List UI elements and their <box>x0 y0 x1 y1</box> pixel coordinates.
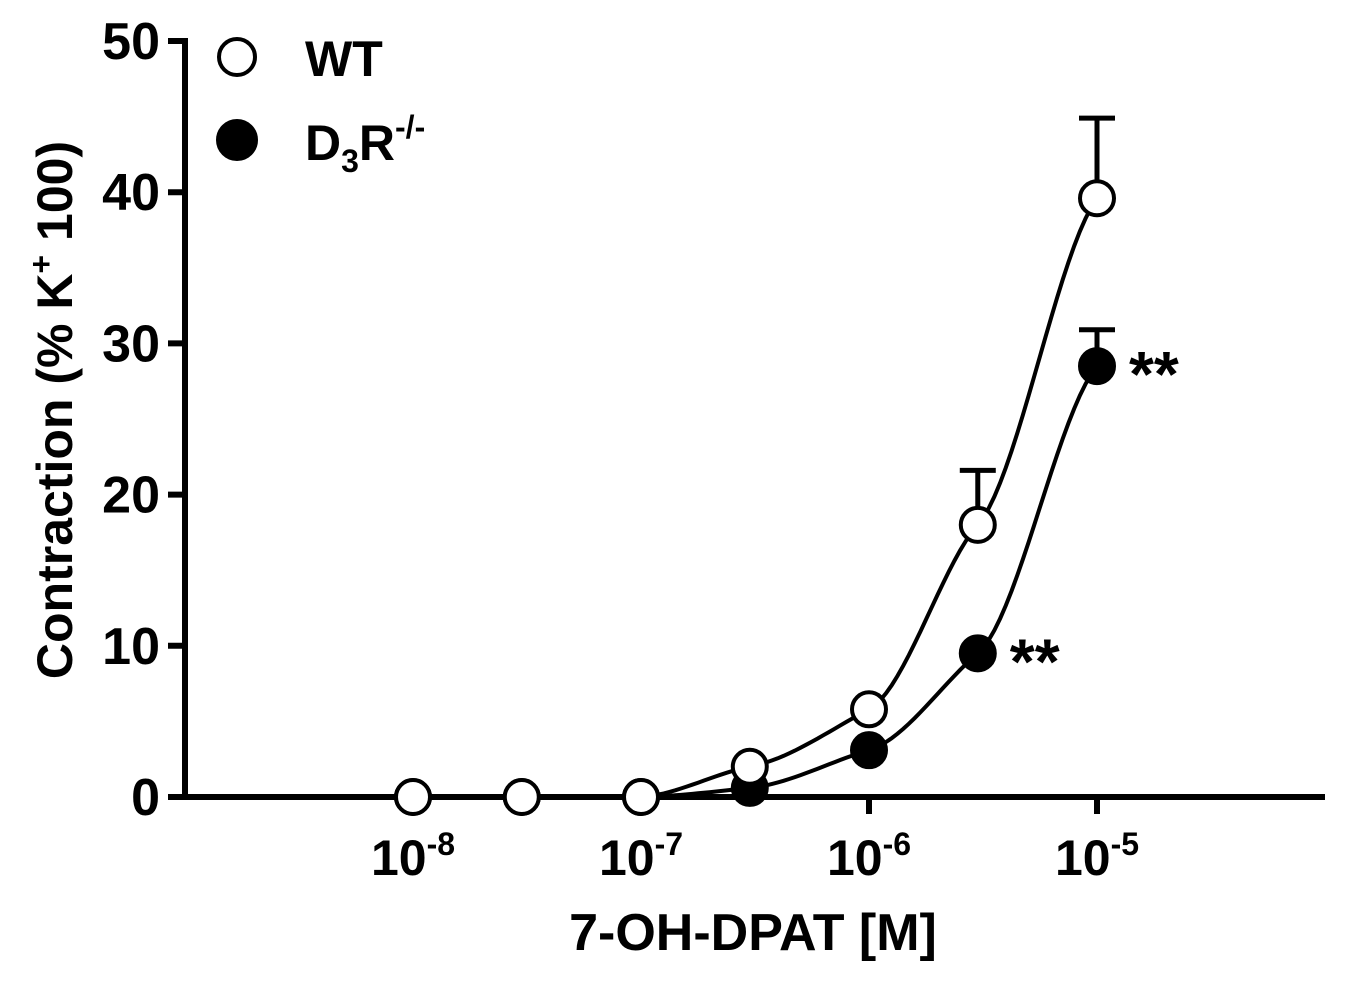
point-d3r-5 <box>958 634 997 673</box>
x-tick-label-0: 10-8 <box>371 826 455 886</box>
point-wt-3 <box>730 747 769 786</box>
point-wt-1 <box>502 778 541 816</box>
y-axis-title: Contraction (% K+ 100) <box>23 141 83 679</box>
x-tick-label-base-1: 10 <box>599 830 655 886</box>
x-tick-label-exp-1: -7 <box>655 826 683 862</box>
fit-curve-1 <box>413 364 1099 799</box>
point-wt-4 <box>850 690 888 729</box>
error-bars <box>959 115 1115 525</box>
x-tick-label-base-3: 10 <box>1055 830 1111 886</box>
legend-label-d3r-mid: R <box>359 115 395 171</box>
y-axis-title-suffix: 100) <box>27 141 83 255</box>
x-tick-label-exp-0: -8 <box>427 826 455 862</box>
point-wt-0 <box>394 778 432 816</box>
x-tick-label-base-0: 10 <box>371 830 427 886</box>
data-points <box>394 179 1116 816</box>
legend-label-d3r: D3R-/- <box>305 109 425 179</box>
x-ticks: 10-8 10-7 10-6 10-5 <box>371 797 1139 886</box>
legend-label-d3r-sub: 3 <box>341 143 359 179</box>
point-d3r-6 <box>1078 347 1116 386</box>
y-tick-label-30: 30 <box>102 315 160 373</box>
point-wt-5 <box>958 505 997 544</box>
x-tick-label-1: 10-7 <box>599 826 683 886</box>
x-tick-label-exp-2: -6 <box>883 826 911 862</box>
y-tick-label-50: 50 <box>102 13 160 71</box>
fit-curve-0 <box>413 197 1099 799</box>
y-axis-title-prefix: Contraction (% K <box>27 274 83 680</box>
y-tick-label-0: 0 <box>131 769 160 827</box>
legend-marker-wt <box>217 37 257 77</box>
x-tick-label-exp-3: -5 <box>1111 826 1139 862</box>
y-ticks: 0 10 20 30 40 50 <box>102 13 185 827</box>
y-tick-label-10: 10 <box>102 618 160 676</box>
x-axis-title: 7-OH-DPAT [M] <box>569 904 937 962</box>
legend-marker-d3r <box>216 119 258 161</box>
significance-mark-1: ** <box>1010 625 1060 697</box>
y-axis-title-sup: + <box>23 255 59 274</box>
x-tick-label-base-2: 10 <box>827 830 883 886</box>
legend: WT D3R-/- <box>216 31 425 179</box>
legend-label-d3r-base: D <box>305 115 341 171</box>
point-wt-6 <box>1078 179 1116 218</box>
point-wt-2 <box>622 778 660 816</box>
point-d3r-4 <box>850 731 888 770</box>
y-tick-label-20: 20 <box>102 467 160 525</box>
legend-label-d3r-sup: -/- <box>395 109 425 145</box>
significance-annotations: ** ** <box>1010 338 1179 697</box>
y-tick-label-40: 40 <box>102 164 160 222</box>
significance-mark-0: ** <box>1129 338 1179 410</box>
x-tick-label-3: 10-5 <box>1055 826 1139 886</box>
x-tick-label-2: 10-6 <box>827 826 911 886</box>
fit-curves <box>413 197 1099 799</box>
legend-label-wt: WT <box>305 31 383 87</box>
